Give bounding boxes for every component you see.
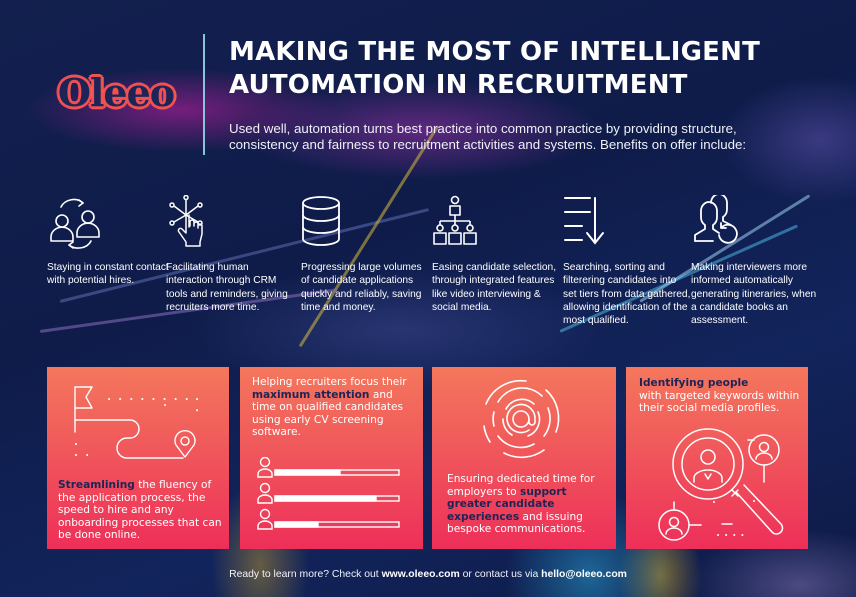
benefit-selection: Easing candidate selection, through inte… — [432, 195, 560, 314]
sort-down-icon — [564, 197, 604, 245]
benefit-text: Staying in constant contact with potenti… — [47, 262, 169, 287]
touch-network-icon — [169, 195, 203, 247]
magnifier-people-icon — [658, 428, 784, 541]
benefit-text: Progressing large volumes of candidate a… — [301, 262, 422, 313]
route-flag-pin-icon — [74, 386, 198, 459]
benefit-text: Making interviewers more informed automa… — [691, 262, 817, 327]
header-divider — [203, 34, 205, 155]
card-highlight: Identifying people — [639, 377, 749, 389]
footer-cta: Ready to learn more? Check out www.oleeo… — [229, 569, 627, 580]
contact-cycle-icon — [50, 198, 100, 249]
card-attention: Helping recruiters focus their maximum a… — [240, 367, 423, 549]
benefit-text: Easing candidate selection, through inte… — [432, 262, 557, 313]
database-icon — [302, 196, 340, 246]
title-line-2: AUTOMATION IN RECRUITMENT — [229, 70, 688, 100]
intro-text: Used well, automation turns best practic… — [229, 121, 747, 152]
benefit-interviewers: Making interviewers more informed automa… — [691, 195, 819, 327]
candidate-bars-icon — [257, 457, 400, 530]
card-text: Identifying people with targeted keyword… — [639, 377, 800, 415]
card-experiences: Ensuring dedicated time for employers to… — [432, 367, 616, 549]
card-identifying: Identifying people with targeted keyword… — [626, 367, 808, 549]
benefit-text: Searching, sorting and filterering candi… — [563, 262, 691, 327]
card-highlight: support greater candidate experiences — [447, 485, 567, 523]
oleeo-logo: Oleeo — [46, 62, 186, 122]
page-title: MAKING THE MOST OF INTELLIGENT AUTOMATIO… — [229, 36, 849, 102]
candidate-bar-1 — [257, 457, 400, 478]
email-link[interactable]: hello@oleeo.com — [541, 569, 627, 580]
title-line-1: MAKING THE MOST OF INTELLIGENT — [229, 37, 761, 67]
card-text: Ensuring dedicated time for employers to… — [447, 473, 595, 536]
at-sign-signal-icon — [483, 379, 560, 459]
benefit-sorting: Searching, sorting and filterering candi… — [563, 195, 691, 327]
website-link[interactable]: www.oleeo.com — [381, 569, 460, 580]
candidate-bar-3 — [257, 508, 400, 530]
card-highlight: maximum attention — [252, 388, 370, 401]
card-text: Helping recruiters focus their maximum a… — [252, 376, 407, 439]
benefit-text: Facilitating human interaction through C… — [166, 262, 288, 313]
org-chart-icon — [433, 195, 477, 245]
benefits-row: Staying in constant contact with potenti… — [0, 195, 856, 345]
benefit-crm: Facilitating human interaction through C… — [166, 195, 294, 314]
benefit-volume: Progressing large volumes of candidate a… — [301, 195, 429, 314]
card-highlight: Streamlining — [58, 479, 135, 491]
card-text: Streamlining the fluency of the applicat… — [58, 479, 222, 542]
candidate-bar-2 — [257, 482, 400, 504]
card-streamlining: Streamlining the fluency of the applicat… — [47, 367, 229, 549]
logo-text: Oleeo — [57, 69, 175, 115]
benefit-contact: Staying in constant contact with potenti… — [47, 195, 175, 288]
users-refresh-icon — [694, 195, 738, 244]
